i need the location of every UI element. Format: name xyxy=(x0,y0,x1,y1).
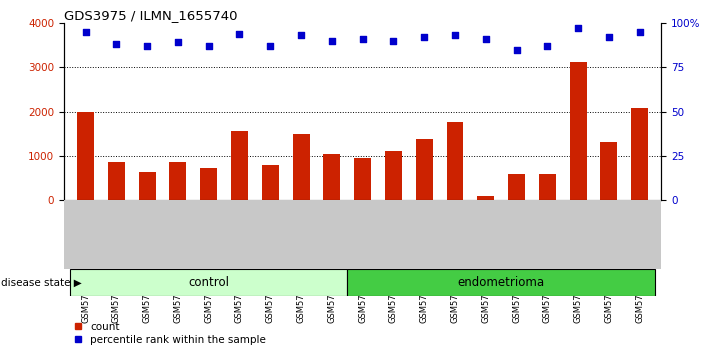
Bar xyxy=(416,139,433,200)
Bar xyxy=(347,269,655,296)
Point xyxy=(572,25,584,31)
Bar xyxy=(447,122,464,200)
Bar xyxy=(324,154,341,200)
Point xyxy=(172,40,183,45)
Point xyxy=(326,38,338,44)
Point xyxy=(234,31,245,36)
Point xyxy=(510,47,522,52)
Point xyxy=(111,41,122,47)
Text: control: control xyxy=(188,276,229,289)
Text: endometrioma: endometrioma xyxy=(458,276,545,289)
Text: disease state ▶: disease state ▶ xyxy=(1,277,82,287)
Text: GDS3975 / ILMN_1655740: GDS3975 / ILMN_1655740 xyxy=(64,9,237,22)
Bar xyxy=(70,269,347,296)
Bar xyxy=(385,151,402,200)
Bar xyxy=(600,142,617,200)
Bar xyxy=(262,166,279,200)
Point xyxy=(387,38,399,44)
Bar xyxy=(231,131,248,200)
Bar xyxy=(354,158,371,200)
Bar xyxy=(292,134,309,200)
Point xyxy=(634,29,646,35)
Bar xyxy=(631,108,648,200)
Bar xyxy=(108,162,125,200)
Point xyxy=(80,29,91,35)
Point xyxy=(449,33,461,38)
Legend: count, percentile rank within the sample: count, percentile rank within the sample xyxy=(69,317,270,349)
Bar xyxy=(539,174,556,200)
Point xyxy=(141,43,153,49)
Point xyxy=(295,33,306,38)
Bar xyxy=(201,168,217,200)
Point xyxy=(603,34,614,40)
Bar xyxy=(477,195,494,200)
Bar xyxy=(169,162,186,200)
Point xyxy=(542,43,553,49)
Bar xyxy=(508,175,525,200)
Bar xyxy=(77,112,94,200)
Point xyxy=(357,36,368,42)
Point xyxy=(203,43,215,49)
Point xyxy=(480,36,491,42)
Bar xyxy=(139,172,156,200)
Point xyxy=(264,43,276,49)
Bar xyxy=(570,62,587,200)
Point xyxy=(419,34,430,40)
